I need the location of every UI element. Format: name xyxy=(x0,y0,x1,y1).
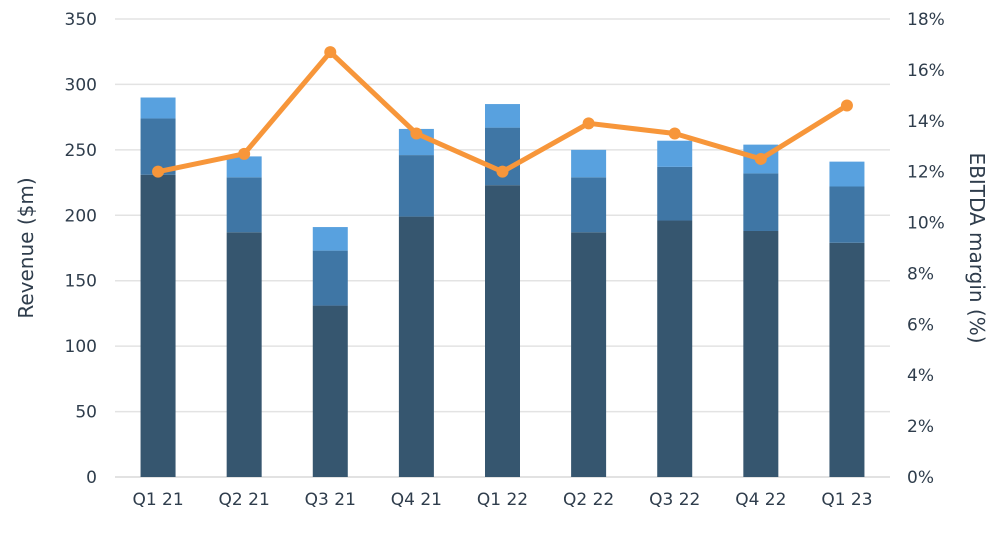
bar-segment xyxy=(140,174,176,477)
bar-segment xyxy=(312,305,348,477)
margin-point xyxy=(410,127,423,140)
margin-point xyxy=(496,165,509,178)
margin-point xyxy=(238,147,251,160)
y-tick-label: 50 xyxy=(75,403,97,423)
bar-segment xyxy=(657,140,693,167)
y-tick-label: 300 xyxy=(65,75,97,95)
bar-segment xyxy=(743,230,779,477)
x-tick-label: Q4 22 xyxy=(735,490,786,510)
y-axis-title: Revenue ($m) xyxy=(14,177,38,318)
y2-tick-label: 8% xyxy=(907,264,934,284)
bar-segment xyxy=(226,232,262,477)
y2-tick-label: 2% xyxy=(907,417,934,437)
y-axis-left: 0 50 100 150 200 250 300 350 xyxy=(65,10,97,488)
y2-tick-label: 4% xyxy=(907,366,934,386)
y-tick-label: 350 xyxy=(65,10,97,30)
y2-tick-label: 0% xyxy=(907,468,934,488)
x-tick-label: Q3 21 xyxy=(305,490,356,510)
y-tick-label: 150 xyxy=(65,272,97,292)
y2-tick-label: 12% xyxy=(907,163,945,183)
bar-segment xyxy=(829,186,865,243)
bar-segment xyxy=(226,177,262,233)
x-tick-label: Q2 21 xyxy=(219,490,270,510)
y-tick-label: 200 xyxy=(65,206,97,226)
bar-segment xyxy=(312,250,348,306)
y-axis-right: 0% 2% 4% 6% 8% 10% 12% 14% 16% 18% xyxy=(907,10,945,488)
x-axis: Q1 21 Q2 21 Q3 21 Q4 21 Q1 22 Q2 22 Q3 22 Q4 22… xyxy=(132,490,872,510)
x-tick-label: Q1 23 xyxy=(821,490,872,510)
bar-segment xyxy=(140,118,176,175)
x-tick-label: Q3 22 xyxy=(649,490,700,510)
y-tick-label: 0 xyxy=(86,468,97,488)
x-tick-label: Q2 22 xyxy=(563,490,614,510)
bar-segment xyxy=(829,242,865,477)
margin-point xyxy=(582,117,595,130)
bar-segment xyxy=(829,161,865,187)
bars xyxy=(140,97,865,477)
y-tick-label: 250 xyxy=(65,141,97,161)
bar-segment xyxy=(312,227,348,251)
y2-axis-title: EBITDA margin (%) xyxy=(965,152,989,343)
margin-point xyxy=(754,152,767,165)
y2-tick-label: 10% xyxy=(907,214,945,234)
margin-line xyxy=(152,46,853,178)
bar-segment xyxy=(485,104,520,128)
y2-tick-label: 16% xyxy=(907,61,945,81)
y2-tick-label: 14% xyxy=(907,112,945,132)
margin-point xyxy=(152,165,165,178)
y2-tick-label: 6% xyxy=(907,315,934,335)
bar-segment xyxy=(657,166,693,221)
bar-segment xyxy=(657,220,693,477)
y2-tick-label: 18% xyxy=(907,10,945,30)
bar-segment xyxy=(743,173,779,231)
margin-point xyxy=(840,99,853,112)
bar-segment xyxy=(571,149,607,178)
margin-point xyxy=(324,46,337,59)
bar-segment xyxy=(485,185,520,477)
y-tick-label: 100 xyxy=(65,337,97,357)
bar-segment xyxy=(226,156,262,178)
x-tick-label: Q1 21 xyxy=(132,490,183,510)
margin-point xyxy=(668,127,681,140)
bar-segment xyxy=(398,216,434,477)
bar-segment xyxy=(398,155,434,217)
bar-segment xyxy=(571,177,607,233)
x-tick-label: Q4 21 xyxy=(391,490,442,510)
bar-segment xyxy=(140,97,176,119)
x-tick-label: Q1 22 xyxy=(477,490,528,510)
bar-segment xyxy=(571,232,607,477)
